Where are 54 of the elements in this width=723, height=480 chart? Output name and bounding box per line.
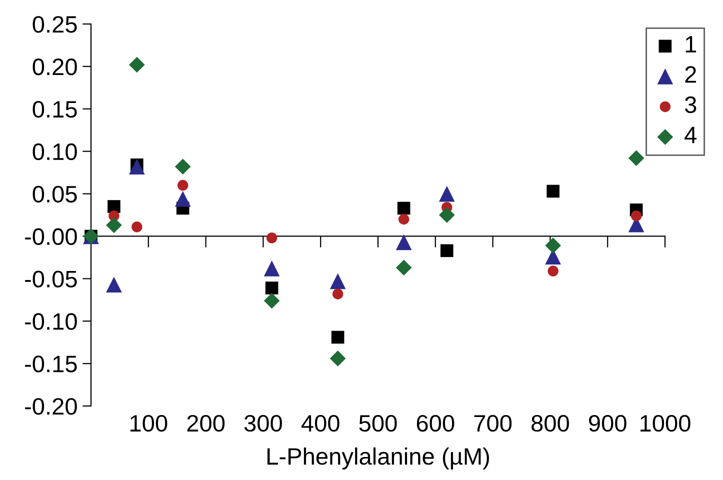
point <box>438 207 455 223</box>
x-tick-label: 700 <box>474 414 512 432</box>
y-tick-label: -0.00 <box>25 228 77 246</box>
x-tick-label: 300 <box>244 414 282 432</box>
legend-label: 3 <box>684 96 696 114</box>
x-tick-label: 200 <box>187 414 225 432</box>
x-tick-label: 400 <box>301 414 340 432</box>
y-tick-label: -0.15 <box>25 356 77 372</box>
point <box>630 210 642 222</box>
x-tick-label: 800 <box>532 414 569 432</box>
point <box>546 184 560 198</box>
point <box>331 330 344 344</box>
point <box>548 266 558 276</box>
point <box>330 350 346 366</box>
point <box>438 186 455 202</box>
legend-label: 2 <box>685 66 696 83</box>
x-tick-label: 900 <box>589 414 626 432</box>
y-tick-label: 0.15 <box>32 100 77 118</box>
point <box>397 202 410 215</box>
point <box>545 238 561 254</box>
point <box>264 260 280 276</box>
y-tick-label: -0.05 <box>25 270 77 288</box>
point <box>106 217 122 234</box>
point <box>266 232 278 244</box>
x-tick-label: 500 <box>359 414 397 432</box>
y-tick-label: -0.20 <box>25 398 77 415</box>
point <box>174 158 191 175</box>
point <box>265 282 278 294</box>
point <box>396 260 412 276</box>
point <box>108 200 120 213</box>
point <box>396 234 412 250</box>
y-tick-label: 0.20 <box>32 58 77 76</box>
x-axis-title: L-Phenylalanine (µM) <box>267 447 489 470</box>
point <box>628 150 644 166</box>
point <box>332 288 344 300</box>
point <box>106 276 122 293</box>
x-tick-label: 1000 <box>640 414 690 432</box>
y-tick-label: -0.10 <box>25 313 77 330</box>
y-tick-label: 0.05 <box>32 186 77 203</box>
point <box>174 190 191 207</box>
legend-label: 1 <box>686 36 696 52</box>
y-tick-label: 0.10 <box>32 143 77 160</box>
legend-label: 4 <box>684 126 697 144</box>
point <box>129 56 145 73</box>
x-tick-label: 100 <box>130 414 168 432</box>
point <box>129 158 145 175</box>
point <box>398 214 410 225</box>
point <box>440 244 454 258</box>
point <box>330 273 346 290</box>
point <box>132 222 142 232</box>
x-tick-label: 600 <box>416 414 454 432</box>
point <box>177 180 188 191</box>
point <box>264 292 280 309</box>
y-tick-label: 0.25 <box>32 16 77 33</box>
